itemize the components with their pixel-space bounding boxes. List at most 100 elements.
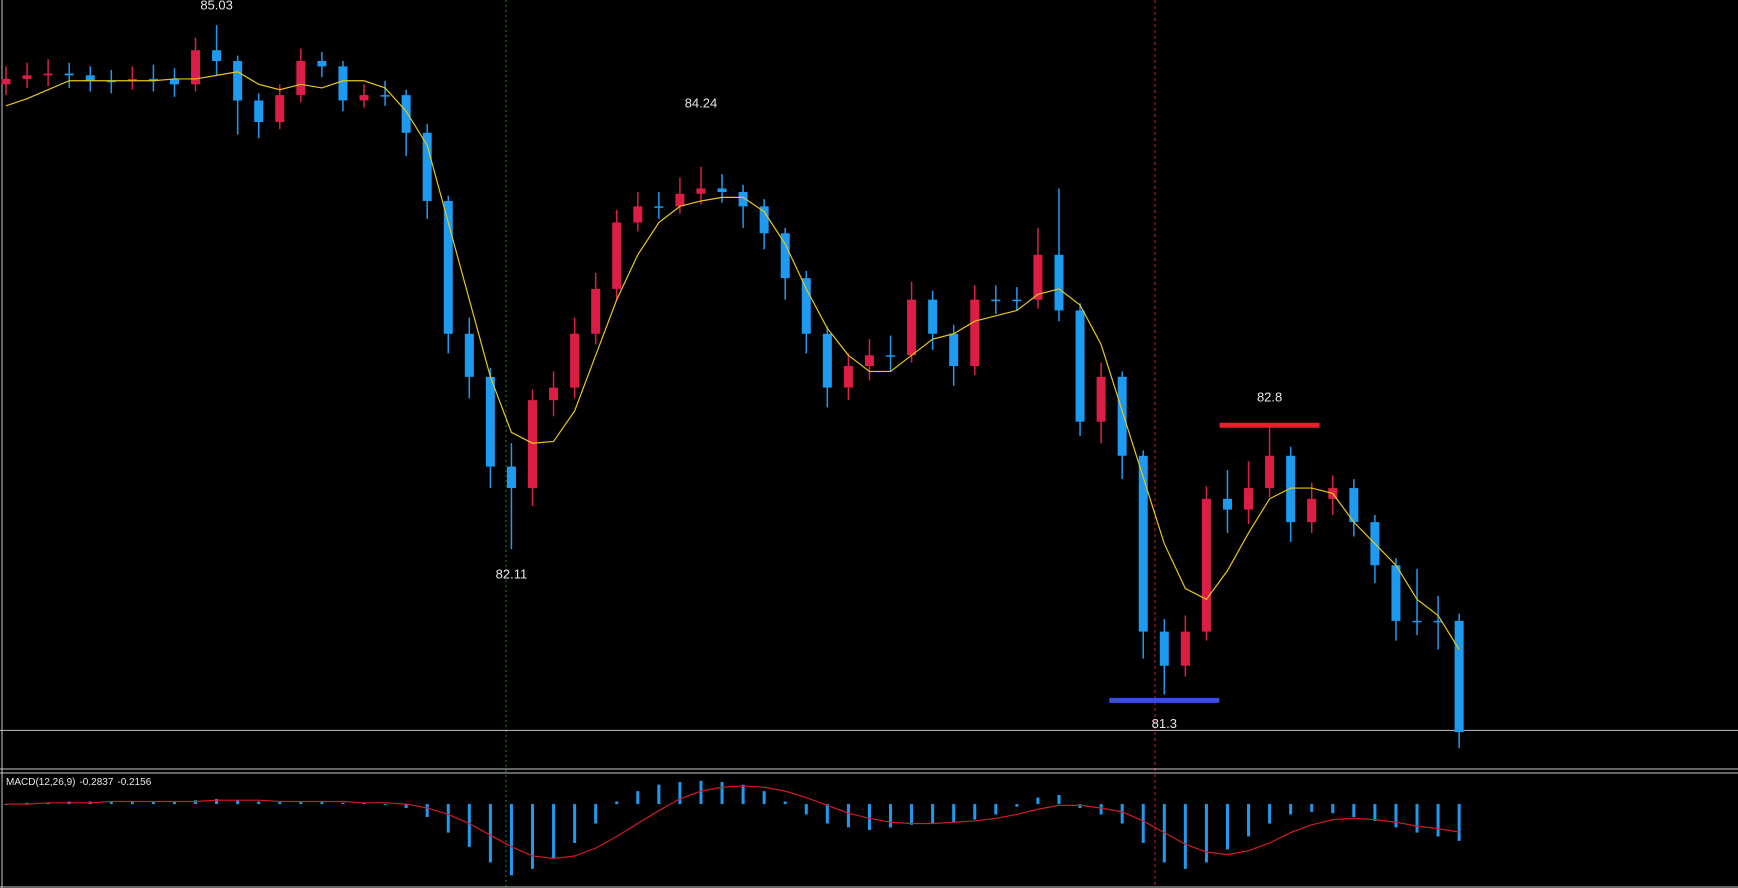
macd-bar (910, 804, 914, 825)
candle-body (85, 75, 95, 81)
macd-bar (1225, 804, 1229, 850)
candle-body (359, 95, 369, 101)
macd-bar (804, 804, 808, 815)
candle-body (191, 50, 201, 85)
candle-body (233, 61, 243, 101)
macd-bar (1457, 804, 1461, 841)
signal-line (6, 785, 1460, 860)
macd-bar (130, 801, 134, 805)
candle-body (864, 355, 874, 367)
candle-body (612, 222, 622, 289)
candle-body (422, 132, 432, 201)
candle-body (1391, 565, 1401, 621)
candle-body (696, 188, 706, 194)
macd-bar (1436, 804, 1440, 837)
candle-body (886, 355, 896, 357)
candle-body (317, 61, 327, 67)
candle-body (1222, 498, 1232, 510)
macd-bar (573, 804, 577, 843)
candle-body (338, 66, 348, 101)
macd-bar (1120, 804, 1124, 824)
candle-body (43, 73, 53, 76)
candle-body (485, 376, 495, 467)
indicator-name: MACD(12,26,9) (6, 777, 75, 788)
macd-bar (1036, 797, 1040, 805)
macd-bar (151, 801, 155, 805)
candle-body (801, 278, 811, 334)
candle-body (1096, 376, 1106, 422)
macd-bar (931, 804, 935, 824)
candle-body (212, 50, 222, 62)
candle-body (506, 466, 516, 489)
macd-bar (1352, 804, 1356, 818)
macd-bar (1015, 804, 1019, 807)
macd-bar (846, 804, 850, 828)
candle-body (759, 206, 769, 234)
candle-body (528, 400, 537, 489)
candle-body (907, 299, 917, 356)
candle-body (1, 78, 11, 85)
candle-body (822, 333, 832, 388)
macd-bar (46, 802, 50, 805)
macd-bar (825, 804, 829, 824)
candle-body (1349, 488, 1359, 523)
macd-bar (488, 804, 492, 863)
candle-body (464, 333, 474, 377)
candle-body (1265, 455, 1275, 489)
price-annotation: 85.03 (200, 0, 233, 13)
candle-body (928, 299, 938, 334)
macd-bar (362, 802, 366, 805)
macd-bar (889, 804, 893, 828)
candle-body (591, 288, 601, 334)
price-annotation: 84.24 (685, 95, 718, 110)
candle-body (106, 80, 116, 83)
candle-body (949, 333, 959, 367)
macd-bar (1394, 804, 1398, 828)
macd-bar (194, 800, 198, 805)
candle-body (22, 75, 32, 79)
indicator-legend: MACD(12,26,9) -0.2837 -0.2156 (6, 777, 152, 788)
macd-bar (1099, 804, 1103, 815)
macd-value: -0.2837 (79, 777, 113, 788)
macd-bar (699, 780, 703, 805)
candle-body (1075, 310, 1085, 422)
macd-bar (867, 804, 871, 830)
macd-bar (236, 800, 240, 805)
macd-bar (636, 791, 640, 805)
candle-body (148, 78, 158, 81)
macd-bar (1078, 804, 1082, 808)
candle-body (1180, 631, 1190, 666)
macd-bar (425, 804, 429, 818)
macd-bar (952, 804, 956, 823)
candle-body (970, 299, 980, 367)
macd-bar (973, 804, 977, 820)
macd-bar (25, 802, 29, 805)
macd-bar (552, 804, 556, 859)
macd-bar (404, 804, 408, 808)
candle-body (401, 95, 411, 133)
macd-bar (341, 802, 345, 805)
candle-body (1433, 620, 1443, 623)
macd-bar (320, 801, 324, 805)
macd-bar (1204, 804, 1208, 863)
macd-bar (383, 804, 387, 806)
candle-body (738, 192, 748, 207)
macd-bar (1247, 804, 1251, 837)
candle-body (1307, 498, 1317, 523)
candle-body (1159, 631, 1169, 666)
macd-bar (278, 801, 282, 805)
macd-bar (1331, 804, 1335, 814)
macd-bar (1268, 804, 1272, 824)
macd-bar (1415, 804, 1419, 833)
price-annotation: 82.11 (496, 567, 528, 582)
macd-bar (1310, 804, 1314, 812)
candle-body (380, 95, 390, 97)
macd-bar (1289, 804, 1293, 815)
macd-bar (531, 804, 534, 869)
candle-body (64, 73, 74, 76)
macd-bar (762, 791, 766, 805)
candle-body (1412, 620, 1422, 623)
moving-average (5, 71, 1460, 650)
